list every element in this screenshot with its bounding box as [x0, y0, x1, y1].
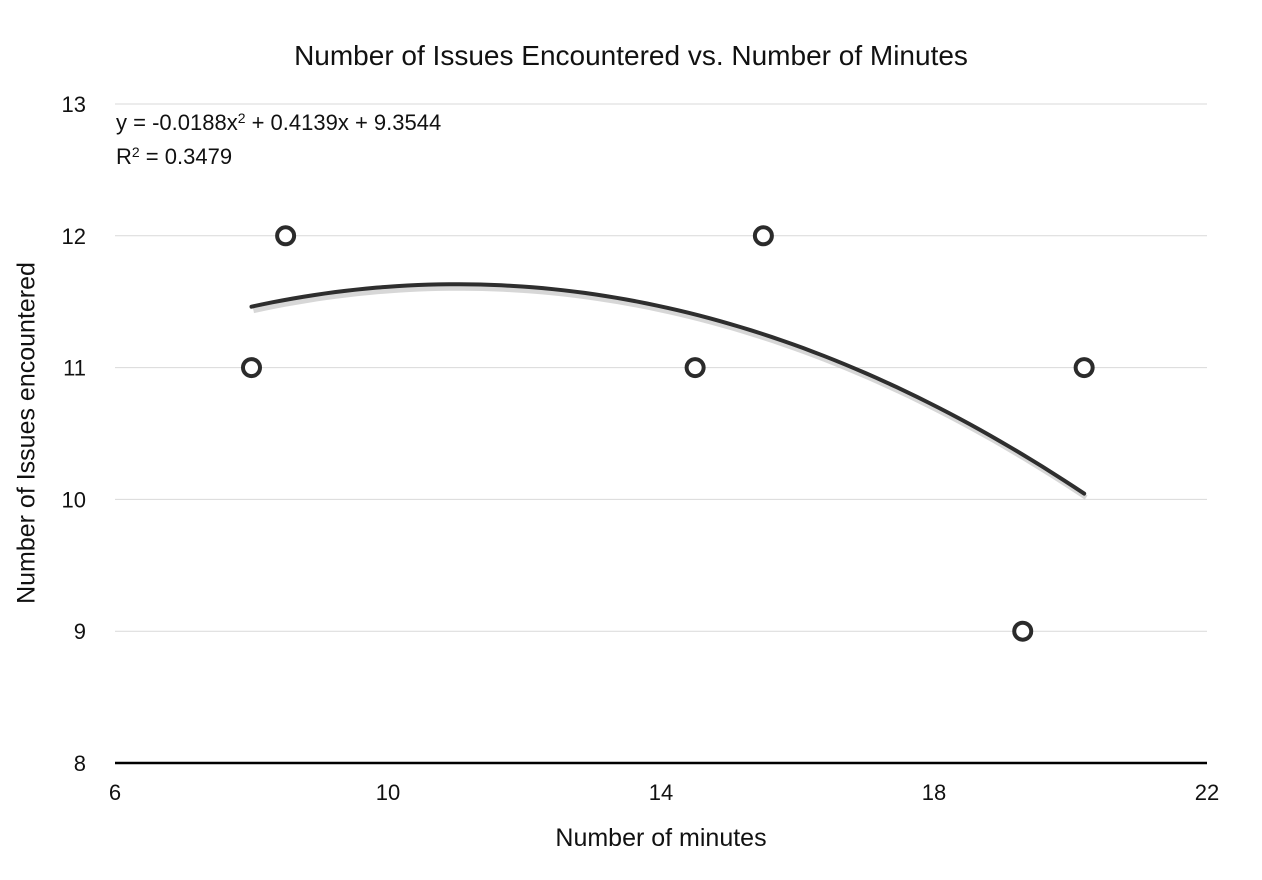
- equation-suffix: + 0.4139x + 9.3544: [245, 110, 442, 135]
- r-squared: R2 = 0.3479: [116, 140, 441, 174]
- y-tick-label: 10: [62, 487, 86, 512]
- y-tick-label: 13: [62, 92, 86, 117]
- data-points: [241, 225, 1095, 642]
- x-tick-label: 22: [1195, 780, 1219, 805]
- x-tick-label: 14: [649, 780, 673, 805]
- equation-exponent: 2: [237, 110, 246, 126]
- x-tick-label: 18: [922, 780, 946, 805]
- trendline: [249, 282, 1087, 496]
- y-tick-label: 11: [63, 356, 86, 381]
- data-point: [241, 357, 262, 379]
- data-point: [752, 225, 774, 247]
- data-point: [1073, 357, 1095, 379]
- y-tick-label: 12: [62, 224, 86, 249]
- x-tick-label: 10: [376, 780, 400, 805]
- data-point: [684, 357, 706, 379]
- data-point: [275, 225, 297, 247]
- y-tick-label: 8: [74, 751, 86, 776]
- trendline-group: [249, 282, 1088, 500]
- r-squared-suffix: = 0.3479: [139, 144, 233, 169]
- r-squared-prefix: R: [116, 144, 132, 169]
- trendline-shadow: [252, 285, 1088, 500]
- equation-prefix: y = -0.0188x: [116, 110, 238, 135]
- y-axis-label: Number of Issues encountered: [12, 262, 41, 604]
- data-point: [1012, 620, 1034, 642]
- trendline-equation-box: y = -0.0188x2 + 0.4139x + 9.3544 R2 = 0.…: [116, 106, 441, 174]
- grid-lines: [115, 103, 1207, 632]
- x-axis-label: Number of minutes: [555, 824, 767, 852]
- y-tick-label: 9: [74, 619, 86, 644]
- r-squared-exponent: 2: [131, 144, 140, 160]
- chart-title: Number of Issues Encountered vs. Number …: [294, 40, 968, 71]
- trendline-equation: y = -0.0188x2 + 0.4139x + 9.3544: [116, 106, 441, 140]
- x-tick-label: 6: [109, 780, 121, 805]
